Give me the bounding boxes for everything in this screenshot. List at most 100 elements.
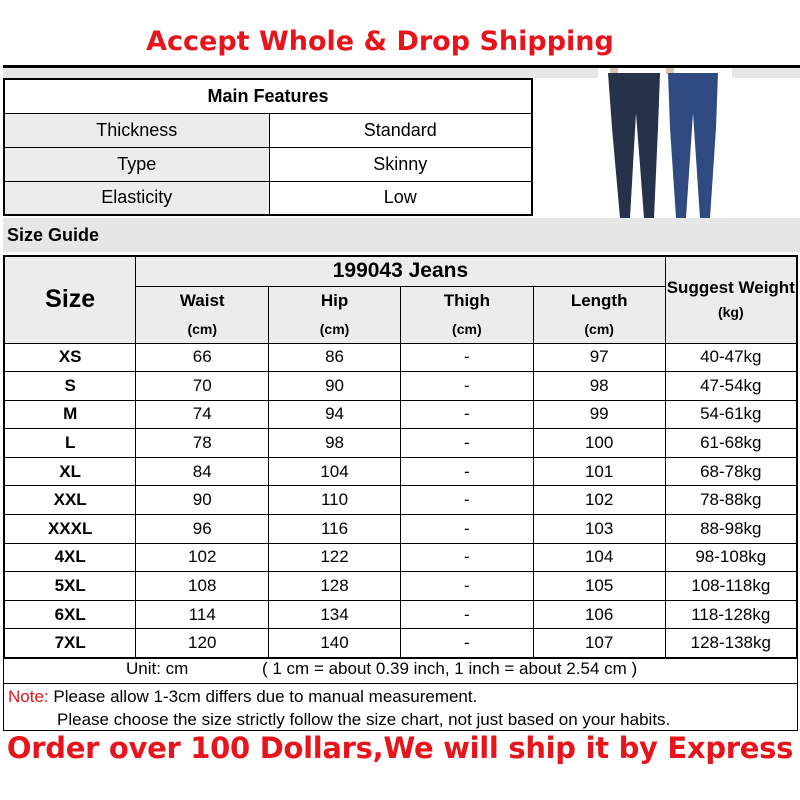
size-cell: L — [3, 428, 137, 458]
value-cell: 101 — [532, 456, 666, 487]
features-header: Main Features — [3, 78, 533, 114]
value-cell: 96 — [135, 514, 270, 544]
value-cell: 88-98kg — [664, 514, 798, 544]
value-cell: 90 — [135, 485, 270, 516]
col-name: Thigh — [443, 290, 490, 310]
value-cell: 47-54kg — [664, 371, 798, 401]
value-cell: 102 — [135, 542, 270, 573]
table-row: S 70 90-98 47-54kg — [3, 371, 798, 401]
banner-title: Accept Whole & Drop Shipping — [146, 26, 614, 57]
value-cell: - — [399, 428, 534, 458]
value-cell: - — [399, 628, 534, 659]
value-cell: 108-118kg — [664, 571, 798, 601]
value-cell: - — [399, 485, 534, 516]
value-cell: 108 — [135, 571, 270, 601]
value-cell: 105 — [532, 571, 666, 601]
size-header: Size — [3, 255, 137, 344]
value-cell: - — [399, 514, 534, 544]
value-cell: - — [399, 456, 534, 487]
feature-label: Elasticity — [3, 180, 270, 216]
table-row: XS 66 86-97 40-47kg — [3, 342, 798, 373]
value-cell: 102 — [532, 485, 666, 516]
feature-value: Standard — [268, 112, 533, 148]
value-cell: 134 — [268, 599, 401, 630]
jeans-product-image — [598, 68, 732, 225]
value-cell: 61-68kg — [664, 428, 798, 458]
product-header: 199043 Jeans — [135, 255, 666, 287]
col-name: Hip — [320, 290, 349, 310]
unit-row: Unit: cm ( 1 cm = about 0.39 inch, 1 inc… — [3, 655, 798, 683]
feature-label: Thickness — [3, 112, 270, 148]
weight-header: Suggest Weight (kg) — [664, 255, 798, 344]
size-cell: 4XL — [3, 542, 137, 573]
unit-label: Unit: cm — [126, 659, 189, 678]
divider — [3, 65, 800, 68]
value-cell: 90 — [268, 371, 401, 401]
value-cell: 114 — [135, 599, 270, 630]
table-row: 6XL 114 134-106 118-128kg — [3, 599, 798, 630]
col-name: Length — [570, 290, 628, 310]
size-cell: XS — [3, 342, 137, 373]
value-cell: 98 — [268, 428, 401, 458]
value-cell: 107 — [532, 628, 666, 659]
note-line-1: Please allow 1-3cm differs due to manual… — [53, 687, 478, 706]
value-cell: 100 — [532, 428, 666, 458]
value-cell: 40-47kg — [664, 342, 798, 373]
value-cell: 66 — [135, 342, 270, 373]
feature-label: Type — [3, 146, 270, 182]
value-cell: 128 — [268, 571, 401, 601]
table-row: XXL 90 110-102 78-88kg — [3, 485, 798, 516]
value-cell: 104 — [532, 542, 666, 573]
value-cell: 120 — [135, 628, 270, 659]
size-cell: 7XL — [3, 628, 137, 659]
size-cell: 5XL — [3, 571, 137, 601]
value-cell: 78-88kg — [664, 485, 798, 516]
value-cell: - — [399, 571, 534, 601]
size-cell: S — [3, 371, 137, 401]
value-cell: 118-128kg — [664, 599, 798, 630]
value-cell: 70 — [135, 371, 270, 401]
value-cell: 78 — [135, 428, 270, 458]
value-cell: 99 — [532, 399, 666, 430]
table-row: XL 84 104-101 68-78kg — [3, 456, 798, 487]
col-waist: Waist (cm) — [135, 285, 270, 344]
value-cell: 74 — [135, 399, 270, 430]
col-unit: (cm) — [187, 320, 218, 337]
weight-unit: (kg) — [717, 303, 744, 320]
value-cell: 106 — [532, 599, 666, 630]
col-unit: (cm) — [452, 320, 482, 337]
value-cell: 98-108kg — [664, 542, 798, 573]
size-table: Size 199043 Jeans Suggest Weight (kg) Wai… — [3, 255, 798, 659]
col-thigh: Thigh (cm) — [399, 285, 534, 344]
conversion-text: ( 1 cm = about 0.39 inch, 1 inch = about… — [262, 659, 638, 678]
value-cell: 94 — [268, 399, 401, 430]
size-cell: XXXL — [3, 514, 137, 544]
note-line-2: Please choose the size strictly follow t… — [57, 710, 671, 729]
table-row: 5XL 108 128-105 108-118kg — [3, 571, 798, 601]
bottom-banner: Order over 100 Dollars,We will ship it b… — [6, 731, 794, 765]
value-cell: - — [399, 599, 534, 630]
col-unit: (cm) — [584, 320, 614, 337]
size-cell: M — [3, 399, 137, 430]
size-cell: 6XL — [3, 599, 137, 630]
feature-value: Low — [268, 180, 533, 216]
value-cell: 110 — [268, 485, 401, 516]
value-cell: 97 — [532, 342, 666, 373]
weight-title: Suggest Weight — [666, 277, 795, 297]
value-cell: 104 — [268, 456, 401, 487]
value-cell: - — [399, 371, 534, 401]
value-cell: 84 — [135, 456, 270, 487]
size-cell: XL — [3, 456, 137, 487]
features-table: Main Features Thickness Standard Type Skin… — [3, 78, 533, 216]
value-cell: - — [399, 399, 534, 430]
col-hip: Hip (cm) — [268, 285, 401, 344]
table-row: M 74 94-99 54-61kg — [3, 399, 798, 430]
value-cell: - — [399, 342, 534, 373]
value-cell: 116 — [268, 514, 401, 544]
value-cell: 140 — [268, 628, 401, 659]
value-cell: 98 — [532, 371, 666, 401]
table-row: 4XL 102 122-104 98-108kg — [3, 542, 798, 573]
note-label: Note: — [8, 687, 49, 706]
table-row: L 78 98-100 61-68kg — [3, 428, 798, 458]
value-cell: 103 — [532, 514, 666, 544]
